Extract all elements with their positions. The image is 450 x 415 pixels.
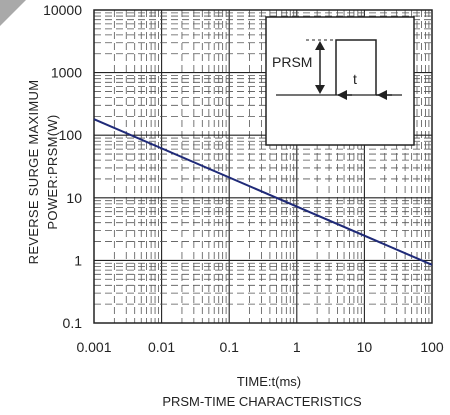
x-axis-label: TIME:t(ms): [237, 374, 301, 389]
y-axis-label-line-2: POWER:PRSM(W): [45, 114, 60, 229]
x-tick-label: 0.1: [219, 339, 239, 355]
y-tick-label: 10000: [43, 2, 82, 18]
x-tick-label: 1: [293, 339, 301, 355]
y-tick-label: 1000: [51, 65, 82, 81]
inset-t-arrow-left-head: [337, 90, 347, 100]
y-tick-label: 1: [74, 252, 82, 268]
inset-frame: [265, 16, 415, 146]
series-line: [93, 118, 433, 266]
inset-diagram: PRSM t: [265, 16, 415, 146]
chart-title: PRSM-TIME CHARACTERISTICS: [162, 394, 362, 409]
y-tick-labels: 10000 1000 100 10 1 0.1: [43, 2, 82, 331]
x-tick-label: 100: [420, 339, 444, 355]
inset-t-label: t: [353, 71, 357, 87]
x-tick-label: 10: [357, 339, 373, 355]
inset-prsm-label: PRSM: [272, 54, 312, 70]
x-tick-labels: 0.001 0.01 0.1 1 10 100: [76, 339, 443, 355]
inset-v-arrow-head-down: [315, 85, 325, 94]
y-tick-label: 100: [59, 127, 83, 143]
x-tick-label: 0.001: [76, 339, 111, 355]
y-tick-label: 0.1: [63, 315, 83, 331]
corner-mark: [0, 0, 26, 26]
inset-pulse: [335, 39, 377, 95]
y-axis-label-line-1: REVERSE SURGE MAXIMUM: [26, 80, 41, 265]
inset-t-arrow-right-head: [377, 90, 387, 100]
y-tick-label: 10: [66, 190, 82, 206]
plot-frame: [93, 9, 433, 324]
inset-v-arrow-head-up: [315, 41, 325, 50]
x-tick-label: 0.01: [148, 339, 175, 355]
